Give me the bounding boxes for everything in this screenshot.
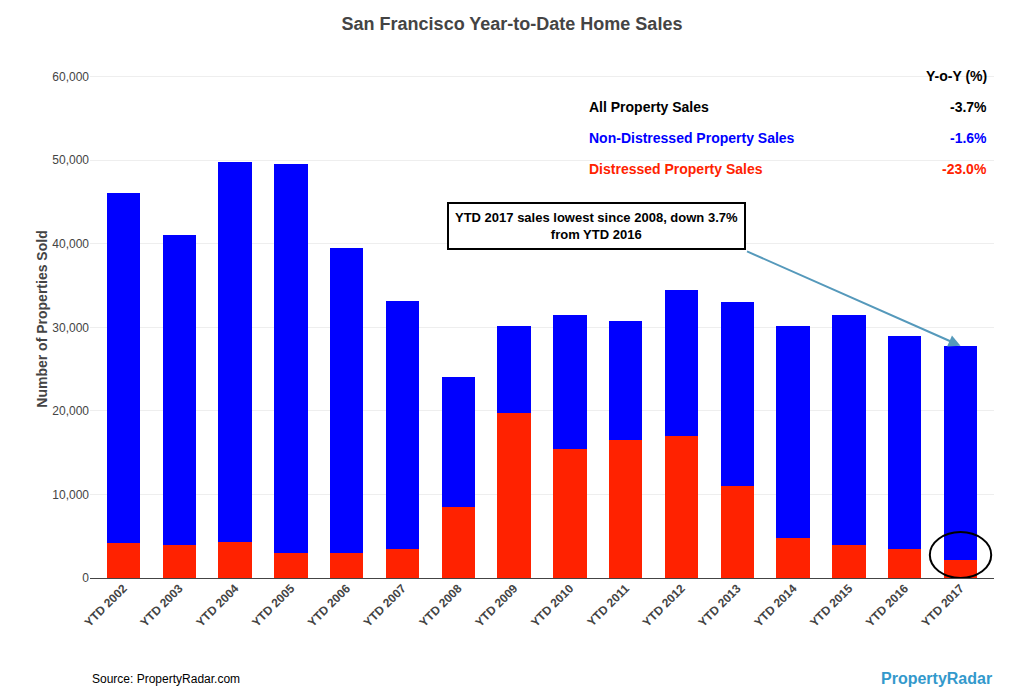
- svg-text:YTD 2012: YTD 2012: [640, 581, 688, 629]
- svg-text:Non-Distressed Property Sales: Non-Distressed Property Sales: [589, 130, 795, 146]
- svg-text:YTD 2017 sales lowest since 20: YTD 2017 sales lowest since 2008, down 3…: [455, 210, 738, 242]
- svg-text:Distressed Property Sales: Distressed Property Sales: [589, 161, 763, 177]
- svg-text:YTD 2003: YTD 2003: [138, 581, 186, 629]
- svg-text:YTD 2015: YTD 2015: [807, 581, 855, 629]
- svg-text:-3.7%: -3.7%: [950, 99, 987, 115]
- svg-text:Source: PropertyRadar.com: Source: PropertyRadar.com: [92, 672, 240, 686]
- svg-text:YTD 2008: YTD 2008: [417, 581, 465, 629]
- svg-text:All Property Sales: All Property Sales: [589, 99, 709, 115]
- svg-text:YTD 2007: YTD 2007: [361, 581, 409, 629]
- svg-text:YTD 2005: YTD 2005: [249, 581, 297, 629]
- svg-text:60,000: 60,000: [52, 70, 89, 84]
- svg-text:20,000: 20,000: [52, 404, 89, 418]
- svg-text:YTD 2014: YTD 2014: [751, 581, 799, 629]
- svg-text:YTD 2002: YTD 2002: [82, 581, 130, 629]
- svg-text:10,000: 10,000: [52, 488, 89, 502]
- svg-text:Number of Properties Sold: Number of Properties Sold: [34, 230, 50, 407]
- svg-text:San Francisco Year-to-Date Hom: San Francisco Year-to-Date Home Sales: [342, 14, 683, 34]
- svg-text:0: 0: [82, 571, 89, 585]
- svg-text:-1.6%: -1.6%: [950, 130, 987, 146]
- svg-text:50,000: 50,000: [52, 153, 89, 167]
- svg-text:YTD 2006: YTD 2006: [305, 581, 353, 629]
- svg-text:YTD 2011: YTD 2011: [584, 581, 632, 629]
- svg-text:PropertyRadar: PropertyRadar: [881, 670, 992, 687]
- svg-text:YTD 2013: YTD 2013: [696, 581, 744, 629]
- svg-text:YTD 2004: YTD 2004: [193, 581, 241, 629]
- svg-text:YTD 2017: YTD 2017: [919, 581, 967, 629]
- svg-text:40,000: 40,000: [52, 237, 89, 251]
- svg-text:Y-o-Y (%): Y-o-Y (%): [926, 68, 987, 84]
- svg-text:YTD 2009: YTD 2009: [472, 581, 520, 629]
- svg-text:-23.0%: -23.0%: [942, 161, 987, 177]
- svg-text:YTD 2010: YTD 2010: [528, 581, 576, 629]
- svg-text:30,000: 30,000: [52, 321, 89, 335]
- svg-text:YTD 2016: YTD 2016: [863, 581, 911, 629]
